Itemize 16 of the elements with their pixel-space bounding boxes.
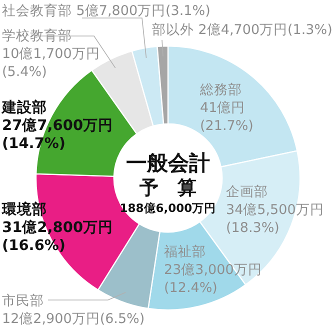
slice-label: 福祉部 bbox=[164, 244, 206, 260]
slice-label: 社会教育部 5億7,800万円(3.1%) bbox=[2, 2, 210, 19]
data-label: 10億1,700万円 (5.4%) bbox=[2, 46, 100, 80]
data-label: 41億円 (21.7%) bbox=[200, 100, 254, 134]
data-label: 12億2,900万円(6.5%) bbox=[2, 311, 145, 327]
data-label: 34億5,500万円 (18.3%) bbox=[226, 202, 324, 236]
slice-label: 総務部 bbox=[199, 82, 242, 98]
slice-label: 部以外 2億4,700万円(1.3%) bbox=[152, 22, 332, 38]
text: 188億6,000万円 bbox=[120, 201, 216, 215]
text: 予 算 bbox=[138, 177, 196, 199]
text: 一般会計 bbox=[126, 151, 210, 175]
slice-label: 学校教育部 bbox=[2, 27, 72, 44]
slice-label: 企画部 bbox=[226, 184, 268, 200]
slice-label: 市民部 bbox=[2, 293, 44, 309]
data-label: 23億3,000万円 (12.4%) bbox=[164, 262, 262, 296]
slice-label: 建設部 bbox=[1, 98, 47, 116]
